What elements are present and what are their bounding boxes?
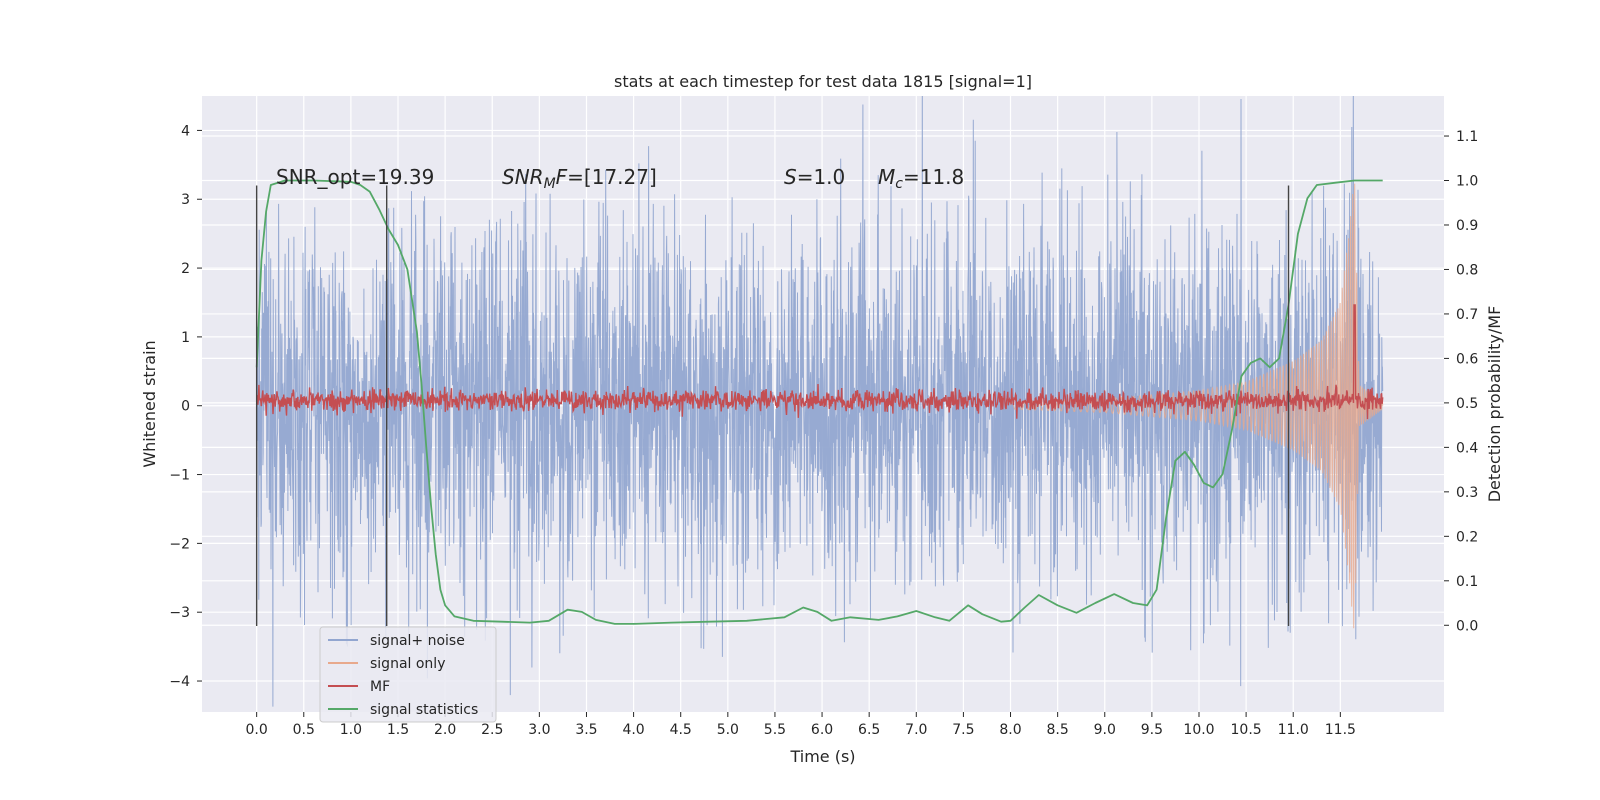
x-tick-label: 10.0 [1183,722,1214,738]
annotations: SNR_opt=19.39 SNRMF=[17.27] S=1.0 Mc=11.… [276,165,964,192]
x-tick-label: 4.5 [670,722,692,738]
annotation-snr-mf: SNRMF=[17.27] [502,165,657,192]
x-tick-label: 11.0 [1278,722,1309,738]
y-tick-label: 3 [181,192,190,208]
y-tick-label: 4 [181,123,190,139]
y-tick-label: −4 [169,674,190,690]
y-tick-label: −3 [169,605,190,621]
y-right-tick-label: 1.0 [1456,174,1478,190]
legend-label-signal-only: signal only [370,656,445,672]
x-tick-label: 7.0 [905,722,927,738]
y-right-tick-label: 0.3 [1456,485,1478,501]
y-right-tick-label: 0.4 [1456,440,1478,456]
y-tick-label: 1 [181,330,190,346]
x-tick-label: 2.0 [434,722,456,738]
y-tick-label: −2 [169,536,190,552]
vertical-markers [255,185,1290,626]
x-tick-label: 5.5 [764,722,786,738]
annotation-s: S=1.0 [784,165,845,189]
y-right-axis-label: Detection probability/MF [1485,306,1504,503]
x-tick-label: 4.0 [622,722,644,738]
y-right-tick-label: 0.5 [1456,396,1478,412]
x-tick-label: 9.5 [1141,722,1163,738]
x-tick-label: 1.0 [340,722,362,738]
x-tick-label: 5.0 [717,722,739,738]
axis-ticks: 0.0 0.5 1.0 1.5 2.0 2.5 3.0 3.5 4.0 4.5 5.0 5.5 6.0 6… [169,123,1478,738]
chart-title: stats at each timestep for test data 181… [614,72,1032,91]
x-tick-label: 3.0 [528,722,550,738]
x-tick-label: 11.5 [1325,722,1356,738]
series-signal-noise [256,96,1384,707]
y-right-tick-label: 0.8 [1456,262,1478,278]
annotation-mc: Mc=11.8 [878,165,964,192]
x-tick-label: 6.0 [811,722,833,738]
x-tick-label: 3.5 [575,722,597,738]
annotation-snr-opt: SNR_opt=19.39 [276,165,434,189]
y-right-tick-label: 0.0 [1456,618,1478,634]
x-tick-label: 8.5 [1047,722,1069,738]
y-tick-label: 2 [181,261,190,277]
y-tick-label: −1 [169,468,190,484]
y-axis-label: Whitened strain [140,340,159,467]
y-right-tick-label: 0.1 [1456,574,1478,590]
x-tick-label: 8.0 [999,722,1021,738]
x-tick-label: 7.5 [952,722,974,738]
x-tick-label: 0.0 [246,722,268,738]
series-signal-statistics [255,179,1383,625]
series-mf [256,304,1384,420]
legend-box [319,626,497,723]
x-tick-label: 2.5 [481,722,503,738]
x-axis-label: Time (s) [789,747,855,766]
y-tick-label: 0 [181,399,190,415]
y-right-tick-label: 1.1 [1456,129,1478,145]
x-tick-label: 0.5 [293,722,315,738]
legend: signal+ noise signal only MF signal stat… [319,626,497,723]
legend-label-mf: MF [370,679,390,695]
x-tick-label: 6.5 [858,722,880,738]
y-right-tick-label: 0.9 [1456,218,1478,234]
y-right-tick-label: 0.2 [1456,529,1478,545]
legend-label-signal-statistics: signal statistics [370,702,478,718]
y-right-tick-label: 0.6 [1456,351,1478,367]
legend-label-signal-noise: signal+ noise [370,633,465,649]
x-tick-label: 9.0 [1094,722,1116,738]
x-tick-label: 10.5 [1231,722,1262,738]
y-right-tick-label: 0.7 [1456,307,1478,323]
x-tick-label: 1.5 [387,722,409,738]
data-layer [255,96,1384,707]
